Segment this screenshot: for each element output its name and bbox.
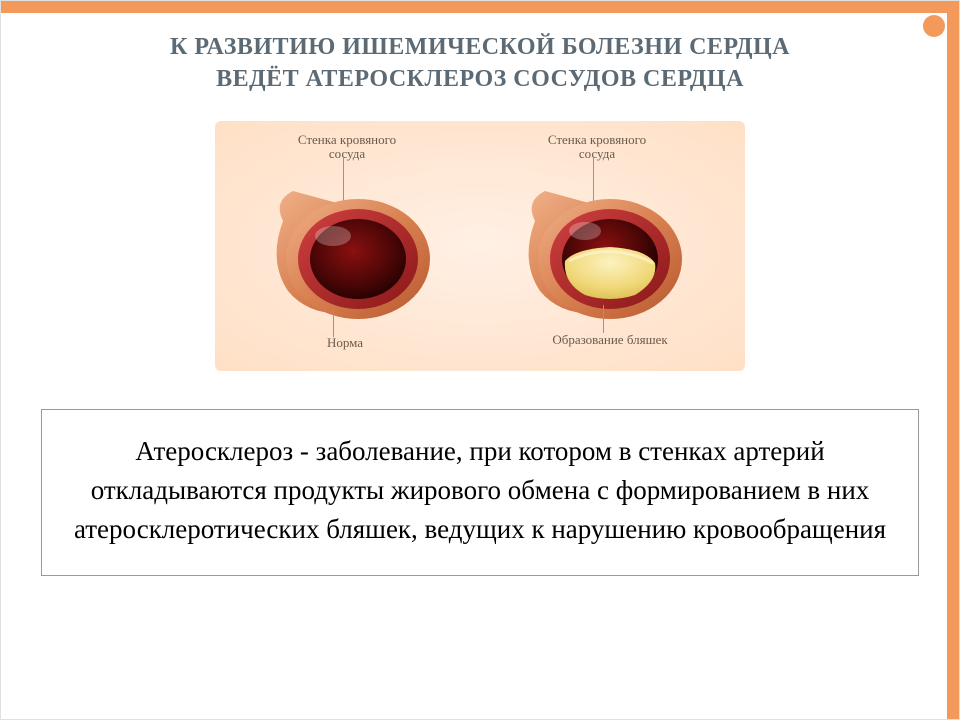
title-line-2: ВЕДЁТ АТЕРОСКЛЕРОЗ СОСУДОВ СЕРДЦА: [216, 66, 744, 92]
slide: К РАЗВИТИЮ ИШЕМИЧЕСКОЙ БОЛЕЗНИ СЕРДЦА ВЕ…: [0, 0, 960, 720]
definition-text: Атеросклероз - заболевание, при котором …: [41, 409, 919, 576]
vessel-plaque: [515, 181, 695, 331]
label-norm: Норма: [295, 336, 395, 350]
vessel-normal: [263, 181, 443, 331]
slide-title: К РАЗВИТИЮ ИШЕМИЧЕСКОЙ БОЛЕЗНИ СЕРДЦА ВЕ…: [51, 31, 909, 96]
accent-top-bar: [1, 1, 959, 13]
title-line-1: К РАЗВИТИЮ ИШЕМИЧЕСКОЙ БОЛЕЗНИ СЕРДЦА: [170, 34, 790, 60]
vessel-comparison-figure: Стенка кровяного сосуда Стенка кровяного…: [215, 121, 745, 371]
leader-line: [333, 309, 334, 337]
accent-dot: [923, 15, 945, 37]
leader-line: [603, 305, 604, 333]
label-plaque: Образование бляшек: [545, 333, 675, 347]
label-wall-left: Стенка кровяного сосуда: [287, 133, 407, 162]
label-wall-right: Стенка кровяного сосуда: [537, 133, 657, 162]
accent-right-bar: [947, 1, 959, 719]
